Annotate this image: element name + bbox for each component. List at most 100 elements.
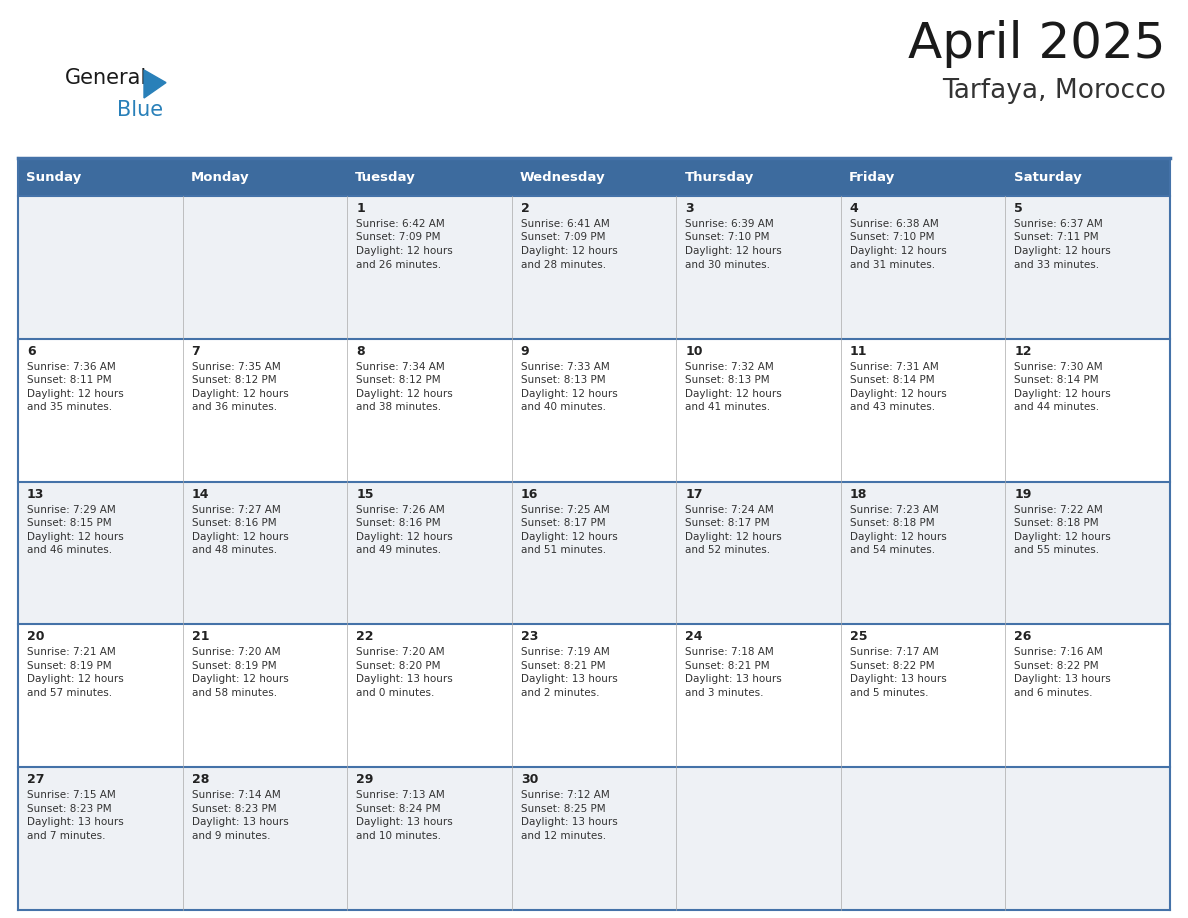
Text: and 28 minutes.: and 28 minutes. [520, 260, 606, 270]
Text: Sunrise: 7:19 AM: Sunrise: 7:19 AM [520, 647, 609, 657]
Text: and 52 minutes.: and 52 minutes. [685, 545, 771, 555]
Text: Sunrise: 7:14 AM: Sunrise: 7:14 AM [191, 790, 280, 800]
Text: Daylight: 12 hours: Daylight: 12 hours [27, 675, 124, 685]
Text: Sunrise: 7:17 AM: Sunrise: 7:17 AM [849, 647, 939, 657]
Text: Sunrise: 7:27 AM: Sunrise: 7:27 AM [191, 505, 280, 515]
Text: 27: 27 [27, 773, 45, 786]
Text: 22: 22 [356, 631, 374, 644]
Text: Blue: Blue [116, 100, 163, 120]
Text: Sunset: 8:21 PM: Sunset: 8:21 PM [685, 661, 770, 671]
Text: Monday: Monday [191, 171, 249, 184]
Text: and 33 minutes.: and 33 minutes. [1015, 260, 1100, 270]
Text: and 41 minutes.: and 41 minutes. [685, 402, 771, 412]
Text: Daylight: 13 hours: Daylight: 13 hours [1015, 675, 1111, 685]
Text: and 40 minutes.: and 40 minutes. [520, 402, 606, 412]
Text: 5: 5 [1015, 202, 1023, 215]
Text: and 44 minutes.: and 44 minutes. [1015, 402, 1100, 412]
Text: Sunrise: 6:38 AM: Sunrise: 6:38 AM [849, 219, 939, 229]
Text: 21: 21 [191, 631, 209, 644]
Bar [18, 196, 1170, 339]
Text: Sunrise: 7:25 AM: Sunrise: 7:25 AM [520, 505, 609, 515]
Bar [1005, 158, 1170, 196]
Bar [18, 158, 183, 196]
Text: and 55 minutes.: and 55 minutes. [1015, 545, 1100, 555]
Text: and 6 minutes.: and 6 minutes. [1015, 688, 1093, 698]
Text: Sunrise: 7:35 AM: Sunrise: 7:35 AM [191, 362, 280, 372]
Text: Sunrise: 6:37 AM: Sunrise: 6:37 AM [1015, 219, 1104, 229]
Text: Wednesday: Wednesday [520, 171, 606, 184]
Text: 18: 18 [849, 487, 867, 500]
Text: Sunset: 7:09 PM: Sunset: 7:09 PM [356, 232, 441, 242]
Text: Sunset: 8:21 PM: Sunset: 8:21 PM [520, 661, 606, 671]
Text: Daylight: 13 hours: Daylight: 13 hours [849, 675, 947, 685]
Text: Sunset: 8:23 PM: Sunset: 8:23 PM [27, 803, 112, 813]
Text: 8: 8 [356, 345, 365, 358]
Text: Sunrise: 7:13 AM: Sunrise: 7:13 AM [356, 790, 446, 800]
Text: Sunset: 8:14 PM: Sunset: 8:14 PM [849, 375, 935, 386]
Text: Daylight: 13 hours: Daylight: 13 hours [356, 675, 453, 685]
Text: and 51 minutes.: and 51 minutes. [520, 545, 606, 555]
Text: Daylight: 12 hours: Daylight: 12 hours [191, 675, 289, 685]
Text: Sunset: 7:10 PM: Sunset: 7:10 PM [685, 232, 770, 242]
Text: Sunset: 8:22 PM: Sunset: 8:22 PM [849, 661, 935, 671]
Text: 2: 2 [520, 202, 530, 215]
Text: Daylight: 12 hours: Daylight: 12 hours [520, 389, 618, 398]
Text: Daylight: 13 hours: Daylight: 13 hours [27, 817, 124, 827]
Text: Sunrise: 7:21 AM: Sunrise: 7:21 AM [27, 647, 115, 657]
Text: and 49 minutes.: and 49 minutes. [356, 545, 441, 555]
Text: Sunset: 8:14 PM: Sunset: 8:14 PM [1015, 375, 1099, 386]
Text: Sunrise: 7:15 AM: Sunrise: 7:15 AM [27, 790, 115, 800]
Text: Sunset: 8:11 PM: Sunset: 8:11 PM [27, 375, 112, 386]
Text: Daylight: 12 hours: Daylight: 12 hours [356, 532, 453, 542]
Text: Sunset: 8:17 PM: Sunset: 8:17 PM [520, 518, 606, 528]
Text: Sunset: 8:16 PM: Sunset: 8:16 PM [356, 518, 441, 528]
Text: 9: 9 [520, 345, 530, 358]
Text: Sunset: 8:18 PM: Sunset: 8:18 PM [1015, 518, 1099, 528]
Text: 12: 12 [1015, 345, 1032, 358]
Text: Sunset: 8:22 PM: Sunset: 8:22 PM [1015, 661, 1099, 671]
Text: 1: 1 [356, 202, 365, 215]
Text: Sunrise: 6:41 AM: Sunrise: 6:41 AM [520, 219, 609, 229]
Text: Sunset: 8:23 PM: Sunset: 8:23 PM [191, 803, 277, 813]
Text: Sunset: 8:24 PM: Sunset: 8:24 PM [356, 803, 441, 813]
Text: and 57 minutes.: and 57 minutes. [27, 688, 112, 698]
Text: Sunset: 8:19 PM: Sunset: 8:19 PM [191, 661, 277, 671]
Bar [841, 158, 1005, 196]
Text: and 12 minutes.: and 12 minutes. [520, 831, 606, 841]
Text: 14: 14 [191, 487, 209, 500]
Text: Daylight: 13 hours: Daylight: 13 hours [356, 817, 453, 827]
Text: Daylight: 12 hours: Daylight: 12 hours [1015, 532, 1111, 542]
Bar [183, 158, 347, 196]
Text: General: General [65, 68, 147, 88]
Text: Daylight: 12 hours: Daylight: 12 hours [849, 389, 947, 398]
Text: and 35 minutes.: and 35 minutes. [27, 402, 112, 412]
Text: and 26 minutes.: and 26 minutes. [356, 260, 441, 270]
Text: 20: 20 [27, 631, 45, 644]
Text: 13: 13 [27, 487, 44, 500]
Text: Daylight: 13 hours: Daylight: 13 hours [191, 817, 289, 827]
Bar [512, 158, 676, 196]
Text: Daylight: 12 hours: Daylight: 12 hours [520, 532, 618, 542]
Text: Sunset: 7:11 PM: Sunset: 7:11 PM [1015, 232, 1099, 242]
Text: Tarfaya, Morocco: Tarfaya, Morocco [942, 78, 1165, 104]
Text: Sunset: 8:16 PM: Sunset: 8:16 PM [191, 518, 277, 528]
Text: Sunset: 8:13 PM: Sunset: 8:13 PM [520, 375, 606, 386]
Text: Sunset: 8:12 PM: Sunset: 8:12 PM [191, 375, 277, 386]
Text: Sunrise: 7:36 AM: Sunrise: 7:36 AM [27, 362, 115, 372]
Text: Sunset: 8:15 PM: Sunset: 8:15 PM [27, 518, 112, 528]
Text: Daylight: 12 hours: Daylight: 12 hours [356, 389, 453, 398]
Bar [18, 624, 1170, 767]
Text: Tuesday: Tuesday [355, 171, 416, 184]
Text: and 38 minutes.: and 38 minutes. [356, 402, 441, 412]
Text: Sunset: 7:10 PM: Sunset: 7:10 PM [849, 232, 935, 242]
Text: Daylight: 12 hours: Daylight: 12 hours [1015, 246, 1111, 256]
Text: Sunrise: 7:18 AM: Sunrise: 7:18 AM [685, 647, 775, 657]
Text: Daylight: 13 hours: Daylight: 13 hours [685, 675, 782, 685]
Text: and 46 minutes.: and 46 minutes. [27, 545, 112, 555]
Text: and 2 minutes.: and 2 minutes. [520, 688, 599, 698]
Text: 24: 24 [685, 631, 703, 644]
Text: Sunrise: 7:20 AM: Sunrise: 7:20 AM [356, 647, 444, 657]
Text: Sunset: 8:18 PM: Sunset: 8:18 PM [849, 518, 935, 528]
Text: Daylight: 12 hours: Daylight: 12 hours [849, 532, 947, 542]
Text: 6: 6 [27, 345, 36, 358]
